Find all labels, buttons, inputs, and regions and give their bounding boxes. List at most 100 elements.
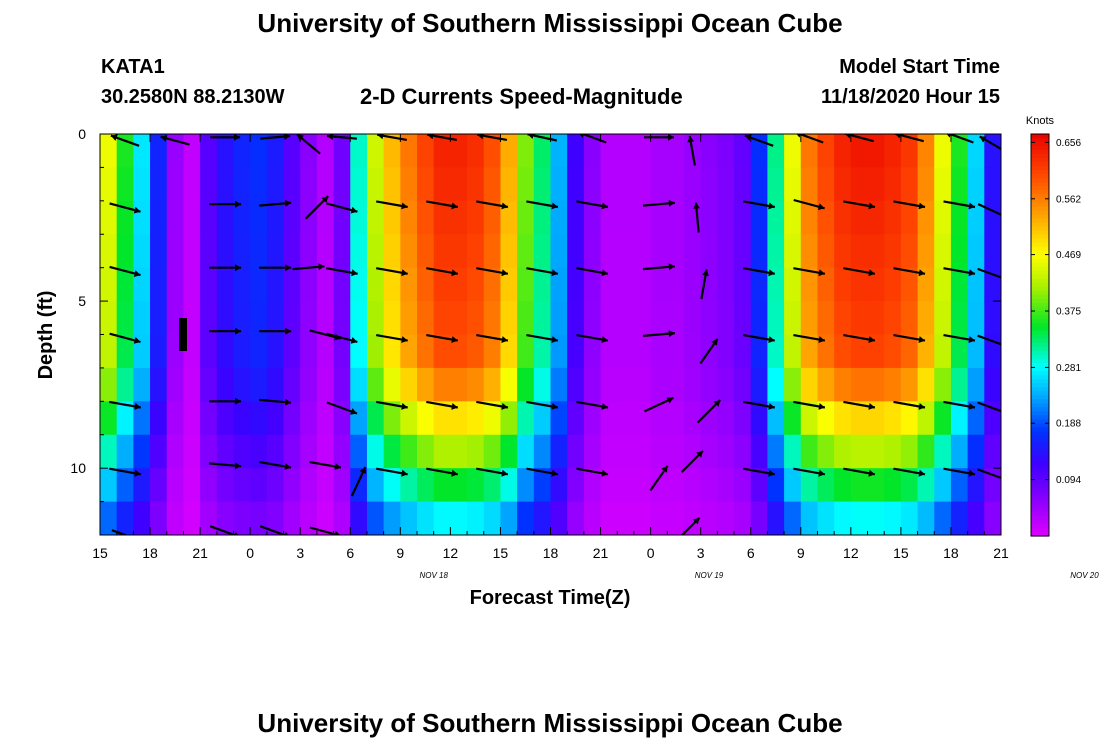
heatmap-cell [884,134,902,169]
heatmap-cell [500,200,518,235]
current-vector-arrow [376,400,408,410]
current-vector-arrow [292,263,325,271]
colorbar-segment [1031,218,1049,224]
current-vector-arrow [699,338,719,365]
x-tick-label: 18 [543,545,559,561]
heatmap-cell [350,267,368,302]
current-vector-arrow [943,200,976,210]
current-vector-arrow [326,267,358,277]
heatmap-cell [900,167,919,202]
heatmap-cell [133,401,151,436]
heatmap-cell [567,468,585,503]
colorbar-segment [1031,515,1049,521]
heatmap-cell [867,267,885,302]
heatmap-cell [450,134,468,169]
heatmap-cell [784,334,802,369]
heatmap-cell [383,301,401,336]
heatmap-cell [867,468,885,503]
heatmap-cell [550,501,568,535]
heatmap-cell [683,301,702,336]
heatmap-cell [183,434,201,469]
heatmap-cell [934,234,952,269]
heatmap-cell [166,234,185,269]
heatmap-cell [216,401,235,436]
heatmap-cell [283,468,301,503]
colorbar-segment [1031,242,1049,248]
heatmap-cell [366,501,385,535]
heatmap-cell [250,367,268,402]
heatmap-cell [600,434,618,469]
heatmap-cell [984,301,1001,336]
heatmap-cell [150,200,168,235]
colorbar-segment [1031,178,1049,183]
colorbar-segment [1031,230,1049,236]
current-vector-arrow [259,398,292,406]
heatmap-cell [633,501,652,535]
heatmap-cell [617,167,635,202]
heatmap-cell [834,367,852,402]
heatmap-cell [383,134,401,169]
heatmap-cell [667,200,685,235]
heatmap-cell [433,434,451,469]
heatmap-cell [116,468,134,503]
heatmap-cell [216,334,235,369]
colorbar-segment [1031,322,1049,328]
x-tick-label: 15 [92,545,108,561]
heatmap-cell [600,167,618,202]
current-vector-arrow [109,265,141,277]
model-start-label: Model Start Time [839,56,1000,78]
heatmap-cell [283,267,301,302]
colorbar-segment [1031,379,1049,384]
heatmap-cell [884,234,902,269]
heatmap-cell [917,134,935,169]
heatmap-cell [567,134,585,169]
current-vector-arrow [576,400,609,410]
heatmap-cell [417,234,435,269]
heatmap-cell [667,434,685,469]
heatmap-cell [100,200,118,235]
heatmap-cell [934,434,952,469]
x-tick-label: 15 [893,545,909,561]
heatmap-cell [517,267,535,302]
heatmap-cell [183,401,201,436]
heatmap-cell [950,167,969,202]
heatmap-cell [750,267,769,302]
heatmap-cell [133,367,151,402]
heatmap-cell [667,134,685,169]
heatmap-cell [583,501,602,535]
colorbar-segment [1031,399,1049,404]
heatmap-cell [433,234,451,269]
heatmap-cell [834,134,852,169]
heatmap-cell [667,267,685,302]
heatmap-cell [884,301,902,336]
heatmap-cell [433,301,451,336]
heatmap-cell [433,367,451,402]
heatmap-cell [583,200,602,235]
heatmap-cell [150,167,168,202]
heatmap-cell [984,367,1001,402]
heatmap-cell [583,468,602,503]
heatmap-cell [717,434,735,469]
heatmap-cell [316,301,335,336]
heatmap-cell [917,434,935,469]
heatmap-cell [483,234,502,269]
heatmap-cell [100,501,118,535]
heatmap-cell [250,134,268,169]
heatmap-cell [467,301,485,336]
heatmap-cell [683,468,702,503]
heatmap-cell [917,301,935,336]
heatmap-cell [984,134,1001,169]
colorbar-segment [1031,254,1049,260]
heatmap-cell [266,367,285,402]
heatmap-cell [617,267,635,302]
current-vector-arrow [259,264,292,272]
heatmap-cell [417,167,435,202]
heatmap-cell [884,501,902,535]
colorbar-segment [1031,294,1049,300]
heatmap-cell [750,468,769,503]
heatmap-cell [500,267,518,302]
chart-subtitle: 2-D Currents Speed-Magnitude [360,84,683,109]
heatmap-cell [383,167,401,202]
heatmap-cell [834,401,852,436]
heatmap-cell [450,501,468,535]
